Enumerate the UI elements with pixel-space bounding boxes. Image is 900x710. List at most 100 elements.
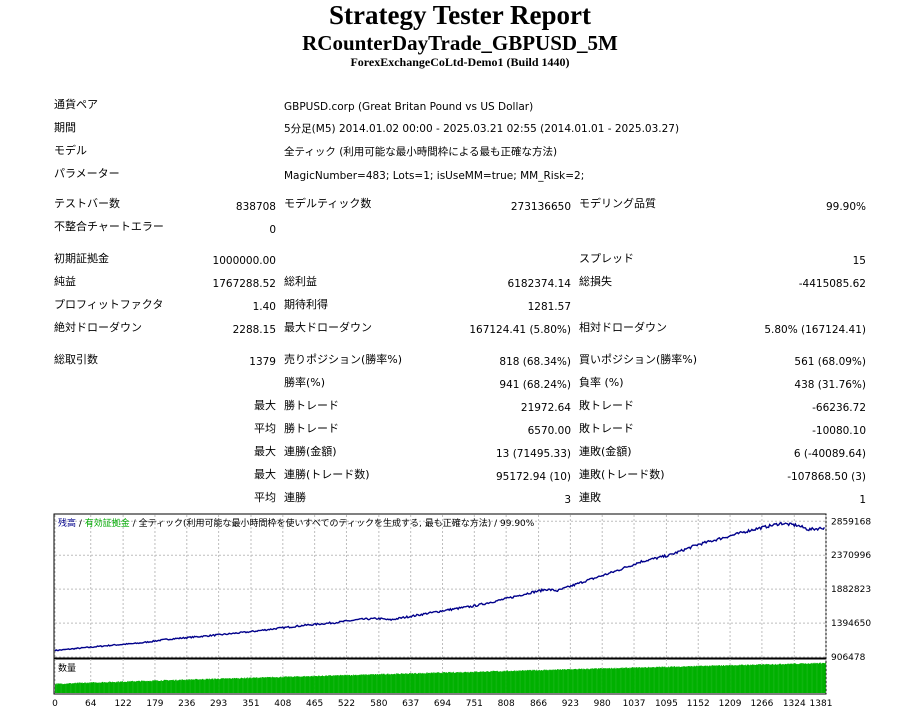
volume-bar bbox=[544, 669, 546, 693]
volume-bar bbox=[664, 666, 665, 693]
volume-bar bbox=[102, 681, 104, 693]
volume-bar bbox=[428, 673, 430, 693]
avg-consec-prefix: 平均 bbox=[254, 491, 276, 504]
volume-bar bbox=[582, 669, 583, 693]
volume-bar bbox=[305, 676, 307, 693]
volume-bar bbox=[153, 680, 155, 693]
volume-bar bbox=[567, 669, 569, 693]
volume-bar bbox=[452, 672, 453, 693]
volume-bar bbox=[737, 665, 739, 693]
volume-bar bbox=[247, 678, 249, 693]
volume-bar bbox=[180, 679, 182, 693]
volume-bar bbox=[256, 677, 257, 693]
volume-bar bbox=[745, 664, 746, 693]
volume-bar bbox=[275, 677, 277, 693]
volume-bar bbox=[391, 674, 393, 693]
volume-bar bbox=[432, 672, 434, 693]
volume-bar bbox=[318, 676, 320, 693]
volume-bar bbox=[267, 677, 269, 693]
volume-bar bbox=[800, 663, 802, 693]
volume-bar bbox=[302, 676, 304, 693]
volume-bar bbox=[804, 664, 806, 693]
volume-bar bbox=[367, 675, 368, 693]
volume-bar bbox=[166, 680, 168, 693]
volume-bar bbox=[420, 673, 421, 693]
volume-bar bbox=[515, 671, 516, 693]
volume-bar bbox=[237, 678, 239, 693]
volume-bar bbox=[296, 676, 298, 693]
volume-bar bbox=[669, 667, 671, 693]
volume-bar bbox=[126, 681, 128, 693]
volume-bar bbox=[822, 662, 824, 693]
volume-bar bbox=[262, 677, 264, 693]
volume-bar bbox=[352, 675, 354, 693]
volume-bar bbox=[759, 664, 761, 693]
volume-bar bbox=[538, 670, 540, 693]
volume-bar bbox=[749, 665, 751, 693]
volume-bar bbox=[741, 664, 743, 693]
volume-bar bbox=[382, 674, 384, 693]
volume-bar bbox=[355, 675, 357, 693]
main-plot-frame bbox=[53, 513, 827, 659]
volume-bar bbox=[801, 664, 803, 693]
volume-bar bbox=[560, 669, 562, 693]
volume-bar bbox=[598, 668, 600, 693]
volume-bar bbox=[513, 670, 515, 693]
volume-bar bbox=[453, 672, 455, 693]
volume-bar bbox=[92, 682, 94, 693]
volume-bar bbox=[327, 676, 329, 693]
volume-bar bbox=[531, 669, 533, 693]
volume-bar bbox=[441, 673, 443, 693]
volume-bar bbox=[458, 672, 459, 693]
volume-bar bbox=[624, 667, 626, 693]
x-tick-label: 1381 bbox=[810, 699, 833, 709]
volume-bar bbox=[168, 680, 170, 693]
x-tick-label: 0 bbox=[52, 699, 58, 709]
volume-bar bbox=[230, 678, 232, 693]
volume-bar bbox=[331, 675, 333, 693]
volume-bar bbox=[775, 663, 777, 693]
volume-bar bbox=[665, 667, 667, 693]
errors-value: 0 bbox=[269, 224, 276, 236]
volume-bar bbox=[760, 664, 762, 693]
volume-bar bbox=[557, 669, 559, 693]
volume-bar bbox=[617, 668, 619, 693]
volume-bar bbox=[588, 668, 590, 693]
volume-bar bbox=[167, 680, 169, 693]
total-trades-value: 1379 bbox=[249, 356, 276, 368]
volume-bar bbox=[607, 668, 609, 693]
volume-bar bbox=[196, 678, 198, 693]
volume-bar bbox=[274, 677, 276, 693]
volume-bar bbox=[277, 677, 279, 693]
volume-bar bbox=[668, 666, 669, 693]
avg-win-label: 勝トレード bbox=[284, 422, 339, 435]
volume-bar bbox=[677, 666, 678, 693]
volume-bar bbox=[202, 679, 204, 693]
volume-bar bbox=[218, 679, 220, 693]
volume-bar bbox=[558, 669, 560, 693]
volume-bar bbox=[474, 671, 476, 693]
volume-bar bbox=[462, 672, 463, 693]
avg-consec-wins-value: 3 bbox=[564, 494, 571, 506]
volume-bar bbox=[105, 682, 107, 693]
volume-bar bbox=[631, 667, 633, 693]
volume-bar bbox=[507, 671, 509, 693]
volume-bar bbox=[535, 670, 537, 693]
volume-bar bbox=[196, 679, 198, 693]
volume-bar bbox=[717, 665, 719, 693]
volume-bar bbox=[291, 676, 293, 693]
volume-bar bbox=[190, 680, 192, 693]
volume-label: 数量 bbox=[58, 662, 76, 674]
volume-bar bbox=[593, 668, 595, 693]
volume-bar bbox=[591, 668, 593, 693]
volume-bar bbox=[307, 676, 309, 693]
volume-bar bbox=[816, 663, 818, 693]
volume-bar bbox=[400, 674, 401, 693]
ticks-label: モデルティック数 bbox=[284, 197, 372, 210]
volume-bar bbox=[114, 682, 116, 693]
x-tick-label: 808 bbox=[498, 699, 515, 709]
volume-bar bbox=[336, 675, 338, 693]
volume-bar bbox=[555, 670, 557, 693]
volume-bar bbox=[503, 671, 505, 693]
volume-bar bbox=[529, 670, 531, 693]
